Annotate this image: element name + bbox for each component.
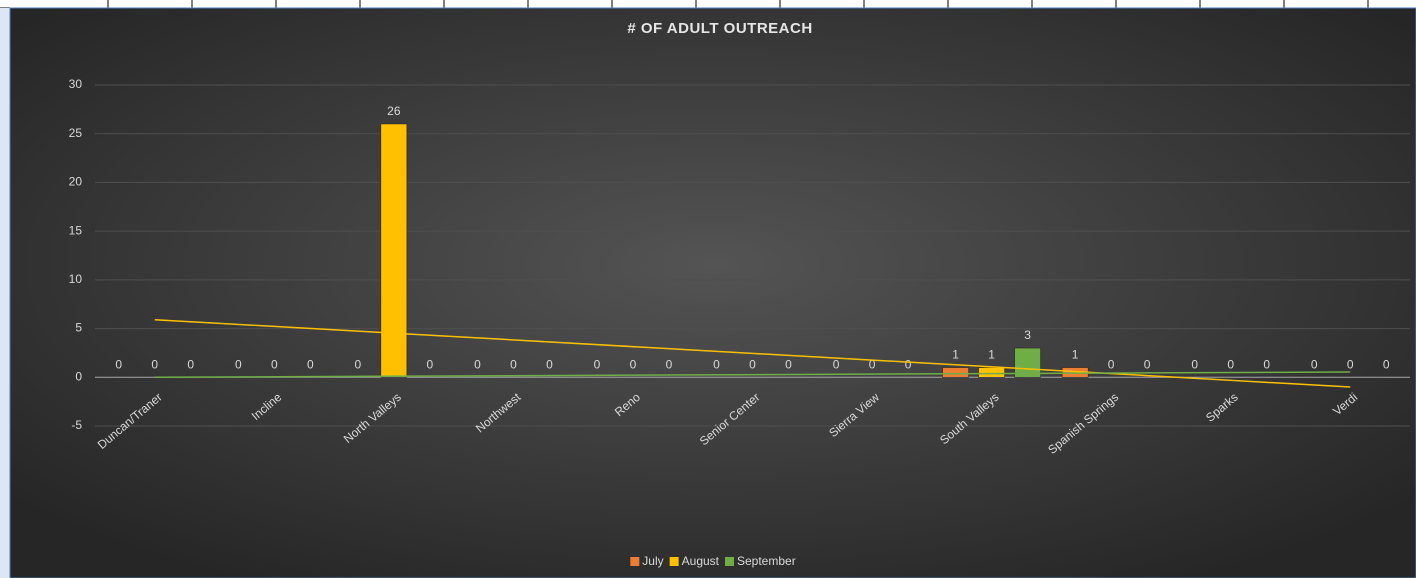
data-label: 0 <box>1263 357 1270 371</box>
legend-label: August <box>682 554 720 568</box>
data-label: 0 <box>427 357 434 371</box>
y-tick-label: -5 <box>71 418 82 432</box>
data-label: 1 <box>952 348 959 362</box>
legend-swatch <box>630 557 640 566</box>
legend-swatch <box>669 557 679 566</box>
data-label: 0 <box>187 357 194 371</box>
chart-area <box>9 7 1416 578</box>
data-label: 0 <box>1144 357 1151 371</box>
data-label: 0 <box>546 357 553 371</box>
data-label: 0 <box>905 357 912 371</box>
legend-swatch <box>725 557 734 566</box>
data-label: 0 <box>1383 357 1390 371</box>
bar <box>942 367 969 378</box>
chart-title: # OF ADULT OUTREACH <box>627 20 812 37</box>
data-label: 0 <box>630 357 637 371</box>
data-label: 3 <box>1024 328 1031 342</box>
data-label: 0 <box>355 357 362 371</box>
trendline <box>154 371 1351 379</box>
data-label: 0 <box>833 357 840 371</box>
data-label: 0 <box>1227 357 1234 371</box>
data-label: 0 <box>271 357 278 371</box>
data-label: 0 <box>307 357 314 371</box>
y-tick-label: 15 <box>69 223 83 237</box>
trendline <box>154 318 1351 388</box>
data-label: 1 <box>988 348 995 362</box>
sheet-grid <box>0 0 1416 9</box>
bar <box>978 367 1005 378</box>
y-tick-label: 5 <box>75 321 82 335</box>
y-tick-label: 0 <box>75 369 82 383</box>
legend: July August September <box>630 554 796 568</box>
data-label: 0 <box>235 357 242 371</box>
data-label: 0 <box>474 357 481 371</box>
legend-label: July <box>642 554 663 568</box>
y-tick-label: 10 <box>69 272 83 286</box>
data-label: 0 <box>115 357 122 371</box>
data-label: 0 <box>151 357 158 371</box>
data-label: 0 <box>1347 357 1354 371</box>
y-tick-label: 30 <box>69 77 83 91</box>
data-label: 0 <box>749 357 756 371</box>
bar <box>1014 347 1041 378</box>
data-label: 0 <box>666 357 673 371</box>
legend-label: September <box>737 554 796 568</box>
data-label: 0 <box>1311 357 1318 371</box>
data-label: 0 <box>1191 357 1198 371</box>
data-label: 0 <box>1108 357 1115 371</box>
sheet-edge <box>0 8 10 578</box>
data-label: 0 <box>713 357 720 371</box>
y-tick-label: 25 <box>69 126 83 140</box>
bar <box>380 123 408 378</box>
data-label: 0 <box>785 357 792 371</box>
data-label: 26 <box>387 104 401 118</box>
data-label: 1 <box>1072 348 1079 362</box>
data-label: 0 <box>869 357 876 371</box>
y-tick-label: 20 <box>69 175 83 189</box>
data-label: 0 <box>594 357 601 371</box>
data-label: 0 <box>510 357 517 371</box>
